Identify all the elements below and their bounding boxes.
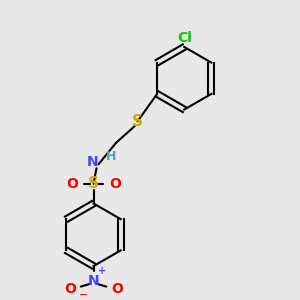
Text: S: S xyxy=(132,114,143,129)
Text: N: N xyxy=(87,155,98,170)
Text: O: O xyxy=(64,282,76,296)
Text: Cl: Cl xyxy=(177,31,192,45)
Text: O: O xyxy=(66,177,78,191)
Text: N: N xyxy=(88,274,99,288)
Text: −: − xyxy=(79,290,88,300)
Text: +: + xyxy=(98,266,106,276)
Text: O: O xyxy=(111,282,123,296)
Text: O: O xyxy=(109,177,121,191)
Text: H: H xyxy=(106,150,117,163)
Text: S: S xyxy=(88,176,99,191)
